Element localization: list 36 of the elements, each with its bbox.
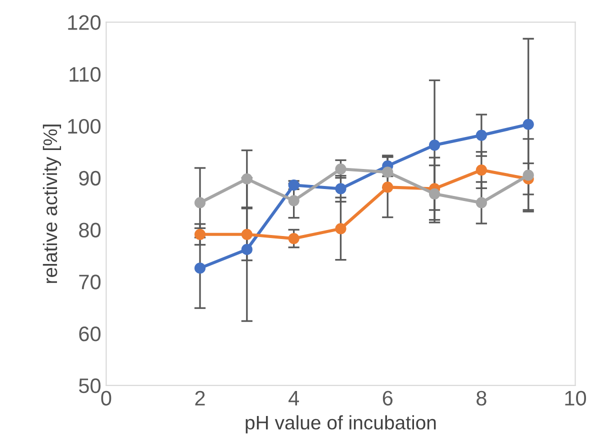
y-tick-label: 100: [68, 118, 101, 134]
point: [241, 173, 252, 184]
point: [194, 262, 206, 274]
point: [335, 183, 346, 194]
x-tick-label: 4: [288, 391, 300, 406]
point: [428, 140, 440, 151]
point: [476, 164, 487, 176]
point: [382, 166, 394, 178]
point: [241, 228, 252, 240]
x-tick-label: 2: [195, 390, 205, 406]
point: [241, 244, 252, 256]
point: [288, 195, 300, 206]
point: [335, 223, 346, 234]
point: [522, 118, 534, 130]
x-tick-label: 0: [101, 390, 112, 406]
x-tick-label: 6: [382, 390, 393, 406]
point: [288, 232, 300, 244]
point: [428, 188, 440, 200]
y-axis-title: relative activity [%]: [42, 124, 62, 283]
y-tick-label: 90: [79, 170, 101, 186]
point: [476, 197, 487, 208]
point: [382, 182, 394, 193]
y-tick-label: 50: [79, 378, 101, 394]
x-tick-label: 8: [476, 390, 486, 406]
y-tick-label: 80: [79, 222, 101, 238]
x-axis-title: pH value of incubation: [246, 415, 436, 434]
point: [522, 170, 534, 181]
y-tick-label: 110: [70, 67, 101, 82]
point: [194, 197, 206, 208]
y-tick-label: 60: [79, 326, 101, 342]
point: [476, 130, 487, 141]
y-tick-label: 70: [79, 274, 101, 290]
x-tick-label: 10: [565, 390, 586, 406]
point: [194, 228, 206, 240]
y-tick-label: 120: [68, 15, 101, 30]
point: [335, 163, 346, 175]
